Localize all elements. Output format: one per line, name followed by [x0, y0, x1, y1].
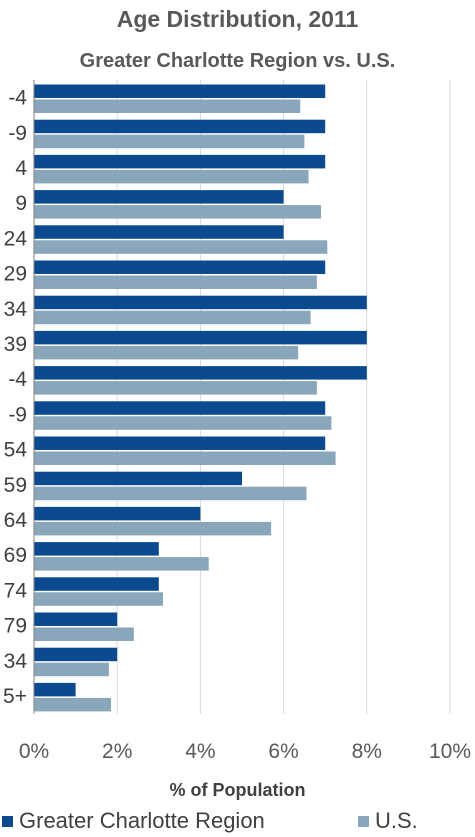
bar-region: [34, 682, 76, 697]
y-tick-label: -9: [8, 403, 27, 426]
bar-region: [34, 647, 118, 662]
bar-region: [34, 436, 326, 450]
bar-us: [34, 310, 311, 325]
legend-swatch-region: [2, 815, 13, 827]
bar-region: [34, 84, 326, 98]
x-tick-label: 8%: [352, 740, 382, 763]
bar-us: [34, 169, 309, 184]
x-tick-label: 2%: [102, 740, 132, 763]
bar-region: [34, 612, 118, 626]
legend: Greater Charlotte Region U.S.: [0, 808, 475, 837]
bar-us: [34, 557, 209, 571]
bar-region: [34, 154, 326, 169]
bar-region: [34, 260, 326, 274]
bar-us: [34, 99, 301, 113]
bar-us: [34, 521, 272, 536]
y-tick-label: 34: [4, 298, 28, 321]
y-tick-label: 54: [4, 439, 28, 462]
bar-us: [34, 451, 336, 465]
y-tick-label: 9: [15, 192, 27, 215]
bar-region: [34, 506, 201, 521]
y-tick-label: -4: [8, 368, 27, 391]
y-tick-label: 79: [4, 615, 27, 638]
y-tick-label: 29: [4, 263, 27, 286]
bar-us: [34, 416, 332, 430]
x-tick-label: 4%: [185, 740, 215, 763]
bar-us: [34, 134, 305, 149]
y-tick-label: 5+: [3, 685, 27, 708]
x-tick-label: 0%: [19, 740, 49, 763]
y-tick-label: 69: [4, 544, 27, 567]
bar-region: [34, 366, 367, 380]
bar-us: [34, 697, 111, 712]
bar-region: [34, 471, 242, 486]
x-tick-label: 10%: [429, 740, 471, 763]
legend-swatch-us: [358, 815, 369, 827]
bar-region: [34, 190, 284, 204]
y-tick-label: 24: [4, 227, 28, 250]
bar-us: [34, 381, 317, 395]
bar-region: [34, 401, 326, 415]
y-tick-label: -4: [8, 87, 27, 110]
x-axis-label: % of Population: [169, 780, 306, 800]
chart-subtitle: Greater Charlotte Region vs. U.S.: [79, 50, 396, 72]
bar-us: [34, 345, 299, 360]
x-tick-label: 6%: [268, 740, 298, 763]
bar-region: [34, 119, 326, 134]
bar-us: [34, 275, 317, 289]
y-tick-label: 59: [4, 474, 27, 497]
bar-us: [34, 662, 109, 677]
legend-label-us: U.S.: [375, 808, 418, 833]
bar-region: [34, 577, 159, 591]
chart-title: Age Distribution, 2011: [116, 6, 359, 32]
bar-us: [34, 205, 322, 219]
legend-label-region: Greater Charlotte Region: [19, 808, 265, 833]
bar-region: [34, 225, 284, 239]
bar-us: [34, 592, 163, 606]
y-tick-label: 74: [4, 579, 28, 602]
bar-region: [34, 295, 367, 310]
y-tick-label: 34: [4, 650, 28, 673]
legend-item-region: Greater Charlotte Region: [2, 808, 265, 834]
legend-item-us: U.S.: [358, 808, 418, 834]
bar-us: [34, 240, 328, 254]
y-tick-label: 4: [15, 157, 27, 180]
bar-us: [34, 486, 307, 501]
y-tick-label: -9: [8, 122, 27, 145]
y-tick-label: 64: [4, 509, 28, 532]
bar-region: [34, 542, 159, 556]
bar-us: [34, 627, 134, 641]
y-tick-label: 39: [4, 333, 27, 356]
bar-region: [34, 330, 367, 345]
bar-chart: 0% 2% 4% 6% 8% 10% -4 -9 4 9 24 29 34 39 -4 -9 54 59 64 69 7…: [3, 80, 471, 763]
